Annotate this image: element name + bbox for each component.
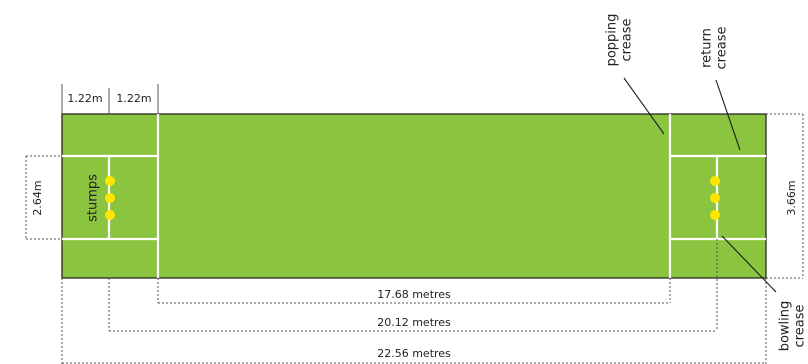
left-stumps [105,176,115,220]
stump-dot-icon [105,193,115,203]
length-dimensions [61,239,767,364]
svg-text:crease: crease [793,305,808,348]
svg-text:bowling: bowling [778,301,793,352]
pitch-width-label: 3.66m [785,180,798,215]
stump-dot-icon [105,176,115,186]
bowling-to-bowling-label: 22.56 metres [377,347,451,360]
left-crease-gap-2: 1.22m [116,92,151,105]
svg-text:return: return [700,28,715,68]
left-crease-gap-1: 1.22m [67,92,102,105]
top-dimension-ticks [61,84,159,114]
svg-text:crease: crease [620,19,635,62]
popping-to-popping-label: 17.68 metres [377,288,451,301]
return-crease-width-label: 2.64m [31,180,44,215]
left-creases [62,114,160,278]
svg-text:crease: crease [715,27,730,70]
pitch-width-dimension [766,113,804,279]
pitch [61,113,767,279]
stump-dot-icon [710,176,720,186]
popping-crease-callout: popping crease [605,14,665,135]
stump-dot-icon [710,193,720,203]
bowling-crease-callout: bowling crease [721,235,808,352]
return-crease-width-dimension [25,155,62,240]
return-crease-callout: return crease [700,27,741,151]
right-stumps [710,176,720,220]
svg-text:popping: popping [605,14,620,67]
stump-dot-icon [105,210,115,220]
stump-dot-icon [710,210,720,220]
stumps-label: stumps [86,174,101,222]
stumps-to-stumps-label: 20.12 metres [377,316,451,329]
